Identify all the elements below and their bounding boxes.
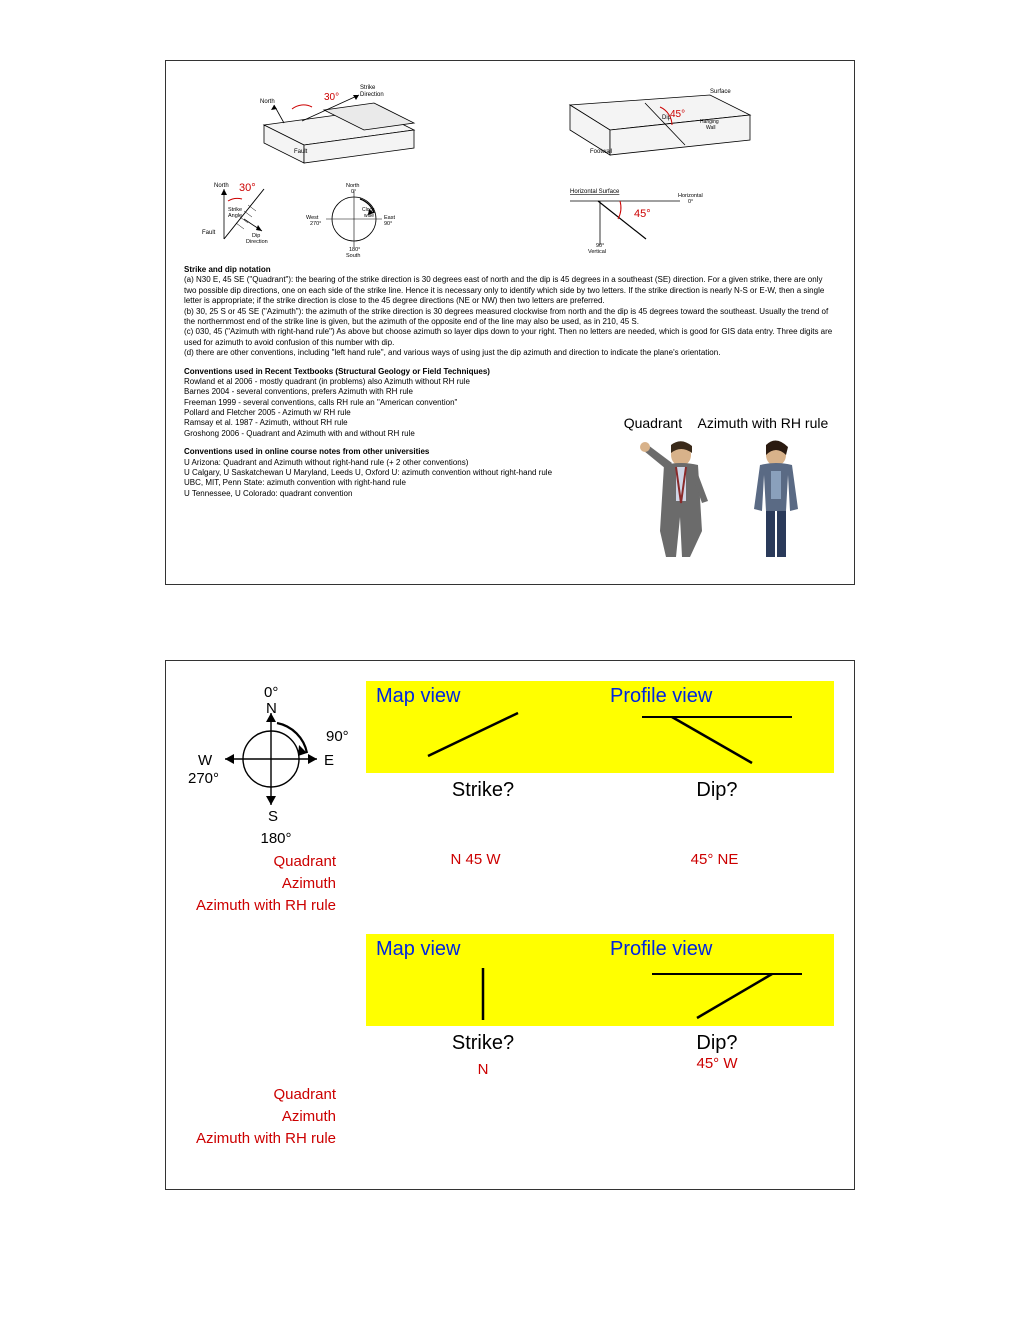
svg-text:45°: 45° — [634, 208, 651, 220]
svg-text:Strike: Strike — [360, 85, 376, 91]
svg-text:Footwall: Footwall — [590, 149, 612, 155]
svg-text:0°: 0° — [264, 684, 278, 701]
conventions-online: Conventions used in online course notes … — [184, 447, 614, 499]
svg-text:Vertical: Vertical — [588, 249, 606, 255]
svg-text:90°: 90° — [384, 221, 392, 227]
diagram-fault-block-dip: Surface Dip Hanging Wall Footwall 45° — [510, 75, 836, 175]
svg-text:45°: 45° — [670, 109, 685, 120]
svg-text:Direction: Direction — [246, 239, 268, 245]
people-illustration: Quadrant Azimuth with RH rule — [616, 415, 836, 570]
svg-text:90°: 90° — [326, 728, 349, 745]
caption-body: (a) N30 E, 45 SE ("Quadrant"): the beari… — [184, 275, 832, 357]
label-quadrant: Quadrant — [624, 415, 682, 431]
ex2-profile-view: Profile view — [600, 934, 834, 1026]
slide-exercises: 0° N 90° E S 180° W 270° 180° Map view — [165, 660, 855, 1190]
svg-text:Fault: Fault — [202, 230, 216, 236]
answer-labels-1: Quadrant Azimuth Azimuth with RH rule — [186, 851, 356, 916]
conventions-textbooks: Conventions used in Recent Textbooks (St… — [184, 367, 614, 440]
exercise-1: Map view Profile view Strike? Dip? — [366, 681, 834, 847]
svg-text:30°: 30° — [239, 182, 256, 194]
svg-text:90°: 90° — [596, 243, 604, 249]
slide-strike-dip-notation: North Strike Direction 30° Fault — [165, 60, 855, 585]
svg-text:E: E — [324, 752, 334, 769]
conv2-body: U Arizona: Quadrant and Azimuth without … — [184, 458, 552, 498]
diagram-row-1: North Strike Direction 30° Fault — [184, 75, 836, 175]
svg-text:wise: wise — [364, 213, 374, 219]
caption-strike-dip: Strike and dip notation (a) N30 E, 45 SE… — [184, 265, 836, 359]
svg-text:0°: 0° — [688, 199, 693, 205]
svg-text:W: W — [198, 752, 213, 769]
ex2-strike-answer: N — [366, 1055, 600, 1078]
svg-text:Fault: Fault — [294, 149, 308, 155]
answer-labels-2: Quadrant Azimuth Azimuth with RH rule — [186, 1084, 356, 1149]
svg-text:Surface: Surface — [710, 89, 731, 95]
svg-text:Horizontal Surface: Horizontal Surface — [570, 189, 620, 195]
conv1-body: Rowland et al 2006 - mostly quadrant (in… — [184, 377, 470, 438]
caption-heading: Strike and dip notation — [184, 265, 271, 274]
diagram-row-2: North 30° Strike Angle Fault Dip Directi… — [184, 179, 836, 259]
dip-question: Dip? — [600, 773, 834, 802]
diagram-fault-block-strike: North Strike Direction 30° Fault — [184, 75, 510, 175]
diagram-map-compass: North 30° Strike Angle Fault Dip Directi… — [184, 179, 510, 259]
ex2-map-view: Map view — [366, 934, 600, 1026]
svg-text:Direction: Direction — [360, 92, 384, 98]
svg-text:Angle: Angle — [228, 213, 242, 219]
ex1-profile-view: Profile view — [600, 681, 834, 773]
ex1-strike-answer: N 45 W — [356, 851, 595, 868]
diagram-dip-profile: Horizontal Surface 45° Horizontal 0° Ver… — [510, 179, 836, 259]
ex1-map-view: Map view — [366, 681, 600, 773]
label-azimuth-rh: Azimuth with RH rule — [698, 415, 829, 431]
svg-text:270°: 270° — [310, 221, 321, 227]
svg-text:270°: 270° — [188, 770, 219, 787]
ex2-dip-answer: 45° W — [600, 1055, 834, 1078]
svg-text:180°: 180° — [349, 247, 360, 253]
svg-text:North: North — [260, 99, 275, 105]
compass-diagram: 0° N 90° E S 180° W 270° 180° — [186, 681, 366, 847]
svg-text:South: South — [346, 253, 360, 259]
strike-question: Strike? — [366, 773, 600, 802]
exercise-2: Map view Profile view Strike? Dip? — [366, 934, 834, 1078]
angle-30-label: 30° — [324, 92, 339, 103]
svg-text:N: N — [266, 700, 277, 717]
svg-text:0°: 0° — [351, 189, 356, 195]
conv2-heading: Conventions used in online course notes … — [184, 447, 429, 456]
ex1-dip-answer: 45° NE — [595, 851, 834, 868]
svg-text:Wall: Wall — [706, 125, 716, 131]
person-azimuth-icon — [754, 440, 798, 557]
svg-text:S: S — [268, 808, 278, 825]
svg-text:North: North — [214, 183, 229, 189]
person-quadrant-icon — [640, 441, 708, 557]
conv1-heading: Conventions used in Recent Textbooks (St… — [184, 367, 490, 376]
